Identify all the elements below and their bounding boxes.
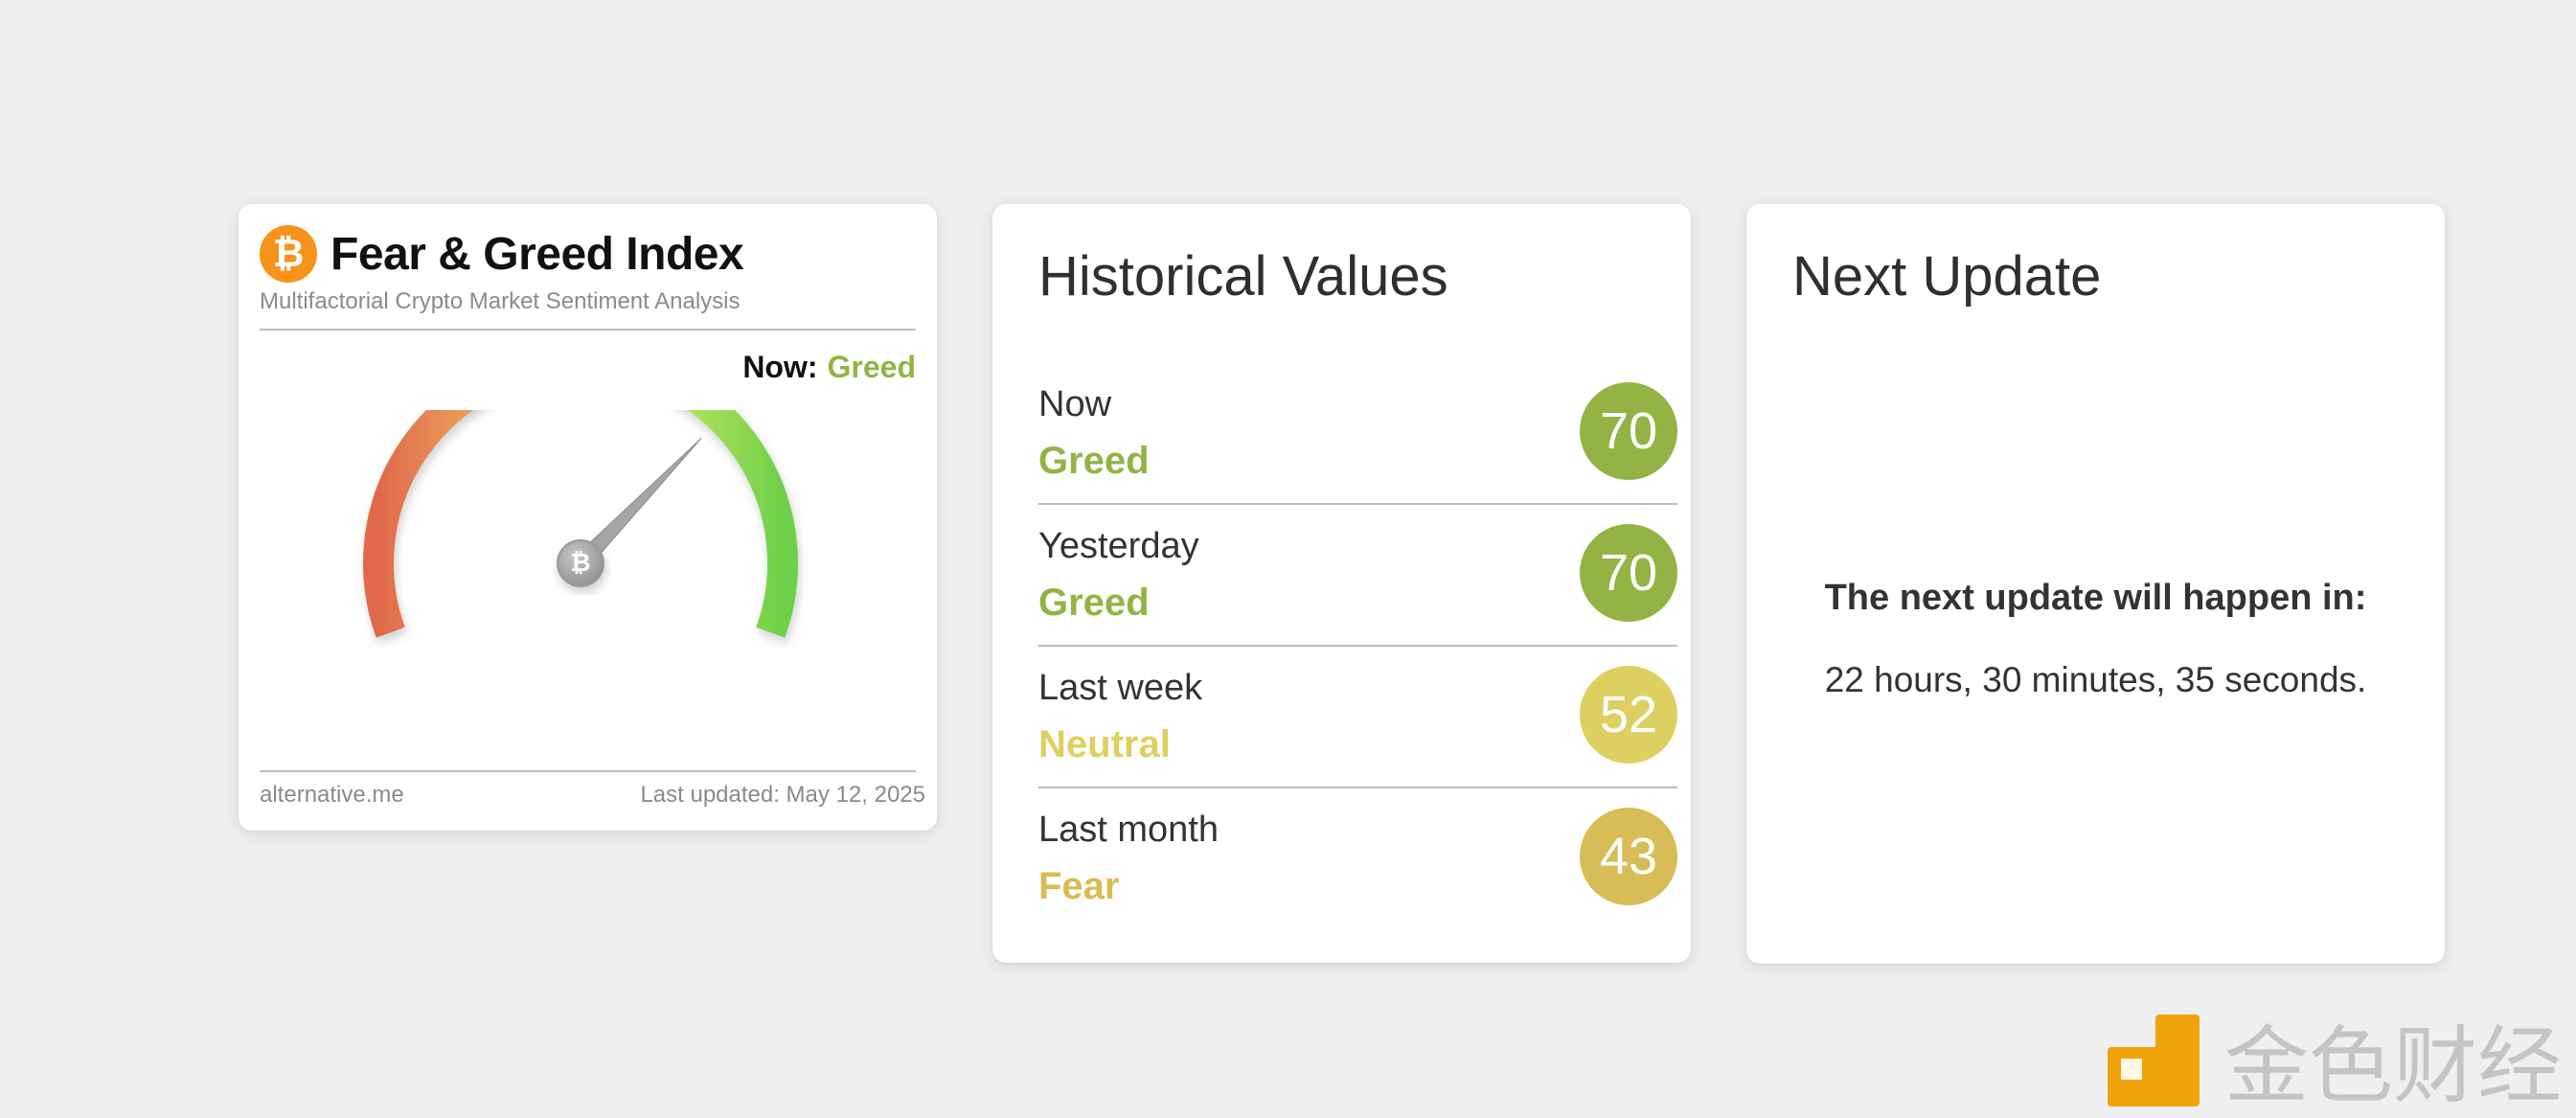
history-row-yesterday: Yesterday Greed 70: [1038, 505, 1677, 647]
history-row-now: Now Greed 70: [1038, 363, 1677, 505]
history-label: Yesterday: [1038, 526, 1199, 566]
next-update-card: Next Update The next update will happen …: [1746, 204, 2445, 964]
gauge-hub: [557, 539, 604, 587]
history-label: Last week: [1038, 668, 1203, 708]
divider: [1038, 503, 1677, 505]
next-update-title: Next Update: [1792, 245, 2102, 308]
history-label: Now: [1038, 384, 1112, 424]
now-label: Now:: [742, 350, 818, 384]
history-value-badge: 70: [1580, 524, 1677, 622]
divider: [260, 329, 916, 331]
divider: [1038, 645, 1677, 647]
fear-greed-title: Fear & Greed Index: [331, 228, 744, 280]
jinse-watermark-logo: 金色财经: [2108, 1015, 2562, 1111]
divider: [1038, 787, 1677, 788]
fear-greed-card: ₿ Fear & Greed Index Multifactorial Cryp…: [239, 204, 937, 831]
fear-greed-subtitle: Multifactorial Crypto Market Sentiment A…: [260, 288, 741, 314]
gauge-hub-bitcoin-icon: ₿: [570, 549, 590, 578]
history-row-last-week: Last week Neutral 52: [1038, 647, 1677, 788]
fear-greed-header: ₿ Fear & Greed Index: [260, 225, 744, 283]
history-row-last-month: Last month Fear 43: [1038, 788, 1677, 930]
countdown-text: 22 hours, 30 minutes, 35 seconds.: [1824, 660, 2367, 699]
historical-values-title: Historical Values: [1038, 245, 1448, 308]
history-label: Last month: [1038, 810, 1219, 850]
next-update-heading: The next update will happen in:: [1824, 578, 2367, 618]
history-classification: Fear: [1038, 865, 1120, 907]
now-value: Greed: [827, 350, 916, 384]
history-value-badge: 52: [1580, 666, 1677, 764]
historical-values-card: Historical Values Now Greed 70 Yesterday…: [992, 204, 1691, 963]
last-updated: Last updated: May 12, 2025: [640, 782, 925, 808]
history-classification: Greed: [1038, 440, 1150, 482]
gauge-arc: [363, 410, 798, 638]
fear-greed-gauge: ₿ 70: [363, 410, 798, 638]
source-link[interactable]: alternative.me: [260, 782, 404, 808]
history-classification: Neutral: [1038, 723, 1171, 765]
now-status: Now: Greed: [742, 350, 916, 385]
history-value-badge: 70: [1580, 382, 1677, 480]
jinse-logo-icon: [2108, 1015, 2200, 1107]
history-value-badge: 43: [1580, 808, 1677, 905]
history-classification: Greed: [1038, 582, 1150, 624]
bitcoin-icon: ₿: [260, 225, 317, 283]
footer-divider: [260, 770, 916, 772]
jinse-logo-wordmark: 金色财经: [2224, 1016, 2562, 1111]
